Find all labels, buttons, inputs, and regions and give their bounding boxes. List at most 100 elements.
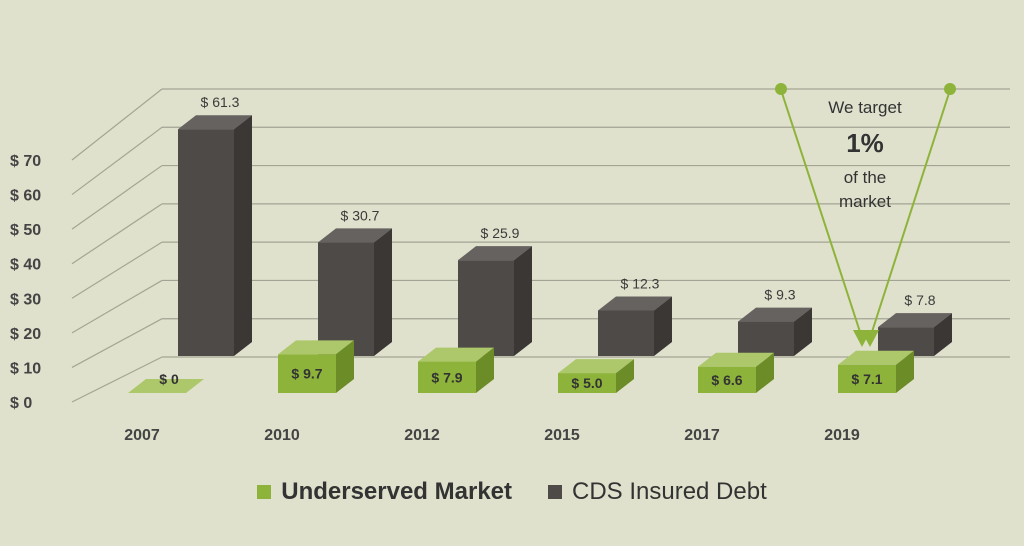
bar-underserved-2017-front	[698, 366, 756, 393]
legend: Underserved Market CDS Insured Debt	[0, 478, 1024, 506]
bar-underserved-2015	[558, 359, 634, 393]
bar-underserved-2019-side	[896, 350, 914, 393]
annotation-dot-right	[944, 83, 956, 95]
bar-cds-2007	[178, 115, 252, 356]
bar-underserved-2007	[128, 379, 204, 393]
annotation-line1: We target	[828, 98, 902, 117]
y-axis-ticks: $ 0 $ 10 $ 20 $ 30 $ 40 $ 50 $ 60 $ 70	[10, 153, 41, 412]
bar-underserved-2012-side	[476, 347, 494, 393]
bar-cds-2015-front	[598, 310, 654, 356]
bar-underserved-2010-side	[336, 340, 354, 393]
y-tick-label: $ 20	[10, 326, 41, 343]
bar-cds-2010-top	[318, 228, 392, 243]
bar-underserved-2015-top	[558, 359, 634, 374]
data-label-underserved: $ 7.1	[851, 371, 882, 387]
bar-cds-2010	[318, 228, 392, 356]
x-category-label: 2012	[404, 427, 440, 444]
bar-underserved-2012-front	[418, 361, 476, 393]
bar-cds-2017-side	[794, 307, 812, 356]
legend-item-underserved: Underserved Market	[257, 478, 512, 506]
bar-underserved-2010-front	[278, 354, 336, 393]
annotation-line2: 1%	[846, 128, 884, 158]
data-label-cds: $ 25.9	[481, 225, 520, 241]
bar-cds-2015-side	[654, 296, 672, 356]
target-annotation: We target 1% of the market	[775, 83, 956, 347]
annotation-line4: market	[839, 192, 891, 211]
x-category-label: 2019	[824, 427, 860, 444]
data-label-cds: $ 7.8	[904, 292, 935, 308]
annotation-dot-left	[775, 83, 787, 95]
bar-underserved-2019-top	[838, 350, 914, 365]
annotation-line-right	[869, 89, 951, 339]
bar-cds-2015	[598, 296, 672, 356]
gridline-diagonal	[71, 356, 163, 403]
bar-underserved-2017	[698, 352, 774, 393]
gridline-diagonal	[71, 279, 163, 334]
y-tick-label: $ 70	[10, 153, 41, 170]
data-label-underserved: $ 5.0	[571, 375, 602, 391]
bar-cds-2015-top	[598, 296, 672, 311]
bar-underserved-2019	[838, 350, 914, 393]
legend-label-underserved: Underserved Market	[281, 478, 512, 505]
x-axis-categories: 2007 2010 2012 2015 2017 2019	[124, 427, 860, 444]
y-tick-label: $ 40	[10, 257, 41, 274]
bar-underserved-2012-top	[418, 347, 494, 362]
data-label-cds: $ 30.7	[341, 207, 380, 223]
bar-cds-2012-top	[458, 246, 532, 261]
bar-underserved-2017-top	[698, 352, 774, 367]
y-tick-label: $ 30	[10, 291, 41, 308]
x-category-label: 2007	[124, 427, 160, 444]
bar-cds-2012-side	[514, 246, 532, 356]
bar-cds-2010-front	[318, 242, 374, 356]
y-tick-label: $ 60	[10, 188, 41, 205]
gridline-diagonal	[71, 165, 163, 230]
x-category-label: 2010	[264, 427, 300, 444]
gridline-diagonal	[71, 126, 163, 196]
legend-label-cds: CDS Insured Debt	[572, 478, 767, 505]
data-label-cds: $ 9.3	[764, 287, 795, 303]
x-category-label: 2017	[684, 427, 720, 444]
bar-cds-2007-front	[178, 129, 234, 356]
annotation-line-left	[780, 89, 863, 339]
bar-underserved-2010-top	[278, 340, 354, 355]
y-tick-label: $ 50	[10, 222, 41, 239]
bar-underserved-2015-side	[616, 359, 634, 393]
bar-underserved-2012	[418, 347, 494, 393]
bar-cds-2019	[878, 313, 952, 356]
gridline-diagonal	[71, 241, 163, 299]
bar-underserved-2010	[278, 340, 354, 393]
bar-cds-2019-side	[934, 313, 952, 356]
gridline-diagonal	[71, 203, 163, 265]
bar-cds-2017-top	[738, 307, 812, 322]
gridline-diagonal	[71, 88, 163, 161]
y-tick-label: $ 10	[10, 360, 41, 377]
bar-cds-2010-side	[374, 228, 392, 356]
bar-cds-2007-top	[178, 115, 252, 130]
annotation-arrow-right	[861, 330, 879, 347]
data-label-underserved: $ 9.7	[291, 366, 322, 382]
bar-cds-2012	[458, 246, 532, 356]
bar-underserved-2019-front	[838, 364, 896, 393]
bar-cds-2019-top	[878, 313, 952, 328]
bar-underserved-2015-front	[558, 373, 616, 393]
data-label-underserved: $ 7.9	[431, 369, 462, 385]
legend-item-cds: CDS Insured Debt	[548, 478, 767, 506]
data-label-underserved: $ 0	[159, 371, 179, 387]
legend-swatch-underserved	[257, 485, 272, 499]
bar-cds-2017	[738, 307, 812, 356]
gridline-diagonal	[71, 318, 163, 368]
data-label-underserved: $ 6.6	[711, 372, 742, 388]
annotation-line3: of the	[844, 168, 887, 187]
data-label-cds: $ 12.3	[621, 275, 660, 291]
bars: $ 61.3 $ 0 $ 30.7 $ 9.7 $ 25.9 $ 7.9 $ 12.3 $ 5…	[128, 94, 952, 393]
bar-underserved-2007-top	[128, 379, 204, 393]
legend-swatch-cds	[548, 485, 562, 499]
bar-cds-2017-front	[738, 321, 794, 356]
bar-cds-2012-front	[458, 260, 514, 356]
data-label-cds: $ 61.3	[201, 94, 240, 110]
bar-cds-2007-side	[234, 115, 252, 356]
bar-underserved-2017-side	[756, 352, 774, 393]
y-tick-label: $ 0	[10, 395, 32, 412]
x-category-label: 2015	[544, 427, 580, 444]
